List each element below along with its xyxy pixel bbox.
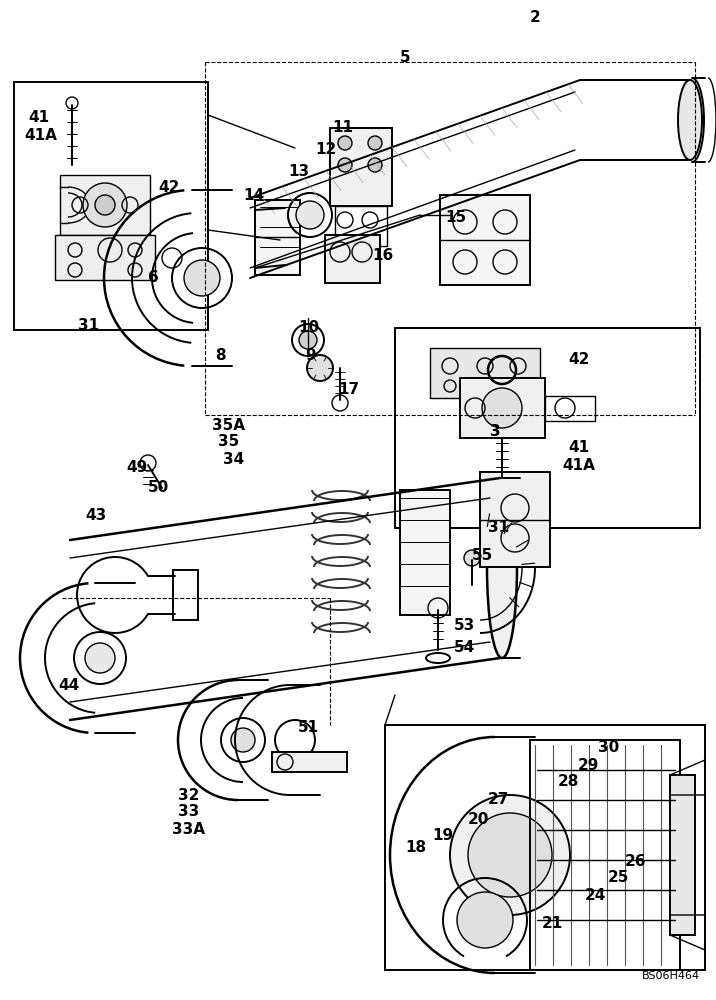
- Bar: [395, 328, 700, 528]
- Text: 54: 54: [454, 641, 475, 656]
- Text: 12: 12: [315, 142, 337, 157]
- Bar: [55, 235, 155, 280]
- Text: 41: 41: [568, 440, 589, 456]
- Bar: [670, 775, 695, 935]
- Text: 41A: 41A: [24, 128, 57, 143]
- Bar: [272, 752, 347, 772]
- Bar: [480, 472, 550, 567]
- Circle shape: [95, 195, 115, 215]
- Text: 33: 33: [178, 804, 199, 820]
- Bar: [255, 200, 300, 275]
- Text: 13: 13: [288, 164, 309, 180]
- Bar: [325, 235, 380, 283]
- Text: 10: 10: [298, 320, 319, 336]
- Text: 51: 51: [298, 720, 319, 736]
- Text: 27: 27: [488, 792, 509, 808]
- Circle shape: [231, 728, 255, 752]
- Circle shape: [307, 355, 333, 381]
- Bar: [14, 82, 208, 330]
- Text: 3: 3: [490, 424, 500, 440]
- Text: 11: 11: [332, 120, 353, 135]
- Circle shape: [184, 260, 220, 296]
- Text: 8: 8: [215, 348, 226, 362]
- Text: 19: 19: [432, 828, 453, 842]
- Bar: [330, 128, 392, 206]
- Text: 31: 31: [78, 318, 99, 332]
- Text: 21: 21: [542, 916, 563, 932]
- Circle shape: [338, 158, 352, 172]
- Text: BS06H464: BS06H464: [642, 971, 700, 981]
- Text: 14: 14: [243, 188, 264, 202]
- Bar: [335, 206, 387, 246]
- Text: 6: 6: [148, 270, 159, 286]
- Text: 43: 43: [85, 508, 106, 522]
- Bar: [430, 348, 540, 398]
- Circle shape: [338, 136, 352, 150]
- Text: 15: 15: [445, 211, 466, 226]
- Text: 31: 31: [488, 520, 509, 536]
- Circle shape: [299, 331, 317, 349]
- Text: 9: 9: [305, 348, 316, 362]
- Bar: [173, 570, 198, 620]
- Text: 34: 34: [223, 452, 244, 468]
- Bar: [385, 725, 705, 970]
- Text: 17: 17: [338, 382, 359, 397]
- Text: 30: 30: [598, 740, 619, 756]
- Text: 29: 29: [578, 758, 599, 772]
- Ellipse shape: [678, 80, 702, 160]
- Text: 26: 26: [625, 854, 647, 869]
- Circle shape: [368, 158, 382, 172]
- Bar: [400, 490, 450, 615]
- Text: 32: 32: [178, 788, 199, 802]
- Bar: [530, 740, 680, 970]
- Text: 16: 16: [372, 247, 393, 262]
- Text: 20: 20: [468, 812, 489, 828]
- Text: 18: 18: [405, 840, 426, 856]
- Circle shape: [85, 643, 115, 673]
- Bar: [440, 195, 530, 285]
- Text: 49: 49: [126, 460, 147, 476]
- Text: 28: 28: [558, 774, 579, 790]
- Circle shape: [83, 183, 127, 227]
- Text: 24: 24: [585, 888, 606, 904]
- Text: 53: 53: [454, 617, 475, 633]
- Circle shape: [464, 550, 480, 566]
- Text: 5: 5: [400, 50, 410, 66]
- Text: 50: 50: [148, 481, 169, 495]
- Circle shape: [450, 795, 570, 915]
- Bar: [60, 175, 150, 235]
- Circle shape: [468, 813, 552, 897]
- Text: 35A: 35A: [212, 418, 245, 432]
- Text: 42: 42: [158, 180, 180, 196]
- Text: 55: 55: [472, 548, 493, 564]
- Bar: [545, 396, 595, 421]
- Ellipse shape: [487, 478, 517, 658]
- Text: 41: 41: [28, 110, 49, 125]
- Text: 44: 44: [58, 678, 79, 692]
- Circle shape: [457, 892, 513, 948]
- Text: 35: 35: [218, 434, 239, 450]
- Text: 33A: 33A: [172, 822, 205, 838]
- Bar: [460, 378, 545, 438]
- Text: 41A: 41A: [562, 458, 595, 474]
- Circle shape: [482, 388, 522, 428]
- Circle shape: [296, 201, 324, 229]
- Circle shape: [368, 136, 382, 150]
- Text: 25: 25: [608, 870, 629, 886]
- Text: 2: 2: [530, 10, 541, 25]
- Text: 42: 42: [568, 353, 589, 367]
